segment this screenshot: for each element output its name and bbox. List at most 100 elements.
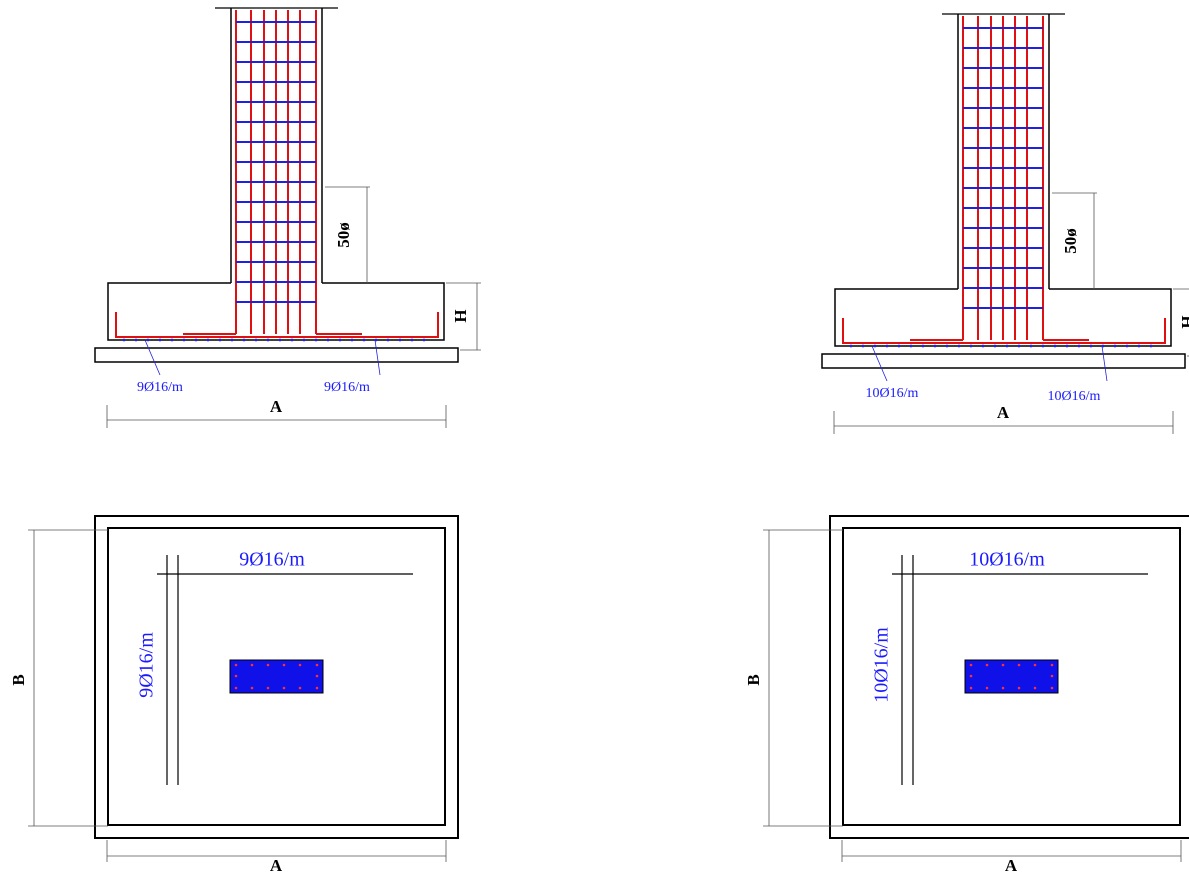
bar-label: 9Ø16/m (137, 380, 183, 395)
width-label: A (997, 403, 1010, 422)
column-bar-dot (315, 674, 319, 678)
column-bar-dot (282, 686, 286, 690)
bar-dot (134, 338, 138, 342)
bar-x-label: 10Ø16/m (969, 549, 1045, 571)
footing-outline (107, 527, 446, 826)
bar-dot (861, 344, 865, 348)
column-bar-dot (969, 674, 973, 678)
column-bar-dot (969, 686, 973, 690)
bar-dot (1041, 344, 1045, 348)
width-label: A (1005, 856, 1018, 875)
column-bar-dot (250, 686, 254, 690)
bar-dot (957, 344, 961, 348)
blinding-outline (829, 515, 1189, 839)
column-bar-dot (315, 663, 319, 667)
bar-dot (158, 338, 162, 342)
bar-y-label: 10Ø16/m (871, 627, 893, 703)
blinding-outline (94, 515, 459, 839)
blinding (821, 353, 1186, 369)
bar-label: 9Ø16/m (324, 380, 370, 395)
bar-dot (1053, 344, 1057, 348)
bar-dot (422, 338, 426, 342)
column-bar-dot (315, 686, 319, 690)
length-label: B (9, 674, 28, 685)
width-label: A (270, 856, 283, 875)
dim-label: 50ø (334, 222, 353, 248)
footing-outline (834, 288, 1172, 347)
column-bar-dot (298, 686, 302, 690)
column-bar-dot (969, 663, 973, 667)
bar-dot (1077, 344, 1081, 348)
column-bar-dot (985, 686, 989, 690)
bar-label: 10Ø16/m (1048, 389, 1101, 404)
bar-dot (266, 338, 270, 342)
bar-label: 10Ø16/m (866, 386, 919, 401)
bottom-bar (115, 312, 439, 338)
column-bar-dot (266, 686, 270, 690)
column-bar-dot (1050, 663, 1054, 667)
bar-dot (326, 338, 330, 342)
column-bar-dot (266, 663, 270, 667)
bar-dot (206, 338, 210, 342)
column-bar-dot (1050, 686, 1054, 690)
column-bar-dot (298, 663, 302, 667)
leader (1101, 345, 1108, 382)
bar-dot (909, 344, 913, 348)
height-label: H (451, 309, 470, 322)
column-bar-dot (234, 663, 238, 667)
leader (144, 339, 161, 376)
bar-dot (993, 344, 997, 348)
leader (871, 345, 888, 382)
bar-dot (1029, 344, 1033, 348)
column-bar-dot (1033, 686, 1037, 690)
dim-label: 50ø (1061, 228, 1080, 254)
column-bar-dot (1001, 663, 1005, 667)
bar-dot (1089, 344, 1093, 348)
bar-dot (1149, 344, 1153, 348)
plan-view: 9Ø16/m 9Ø16/m B A (9, 515, 459, 875)
column-bar-dot (1017, 663, 1021, 667)
bar-dot (873, 344, 877, 348)
bar-dot (410, 338, 414, 342)
bar-dot (314, 338, 318, 342)
bar-dot (945, 344, 949, 348)
bar-dot (254, 338, 258, 342)
footing-outline (842, 527, 1181, 826)
bar-dot (969, 344, 973, 348)
length-label: B (744, 674, 763, 685)
bar-dot (897, 344, 901, 348)
height-label: H (1178, 315, 1189, 328)
bar-dot (1017, 344, 1021, 348)
column-bar-dot (250, 663, 254, 667)
bar-dot (122, 338, 126, 342)
bar-dot (1065, 344, 1069, 348)
bottom-bar (842, 318, 1166, 344)
bar-dot (921, 344, 925, 348)
bar-dot (1005, 344, 1009, 348)
bar-dot (981, 344, 985, 348)
bar-dot (885, 344, 889, 348)
column-bar-dot (234, 686, 238, 690)
bar-dot (338, 338, 342, 342)
column (229, 659, 324, 694)
column-bar-dot (1033, 663, 1037, 667)
bar-y-label: 9Ø16/m (136, 632, 158, 698)
column-bar-dot (985, 663, 989, 667)
bar-dot (302, 338, 306, 342)
bar-dot (1113, 344, 1117, 348)
leader (374, 339, 381, 376)
bar-dot (278, 338, 282, 342)
bar-dot (398, 338, 402, 342)
bar-dot (1125, 344, 1129, 348)
column-bar-dot (1017, 686, 1021, 690)
bar-dot (146, 338, 150, 342)
column (964, 659, 1059, 694)
column-bar-dot (1050, 674, 1054, 678)
bar-dot (362, 338, 366, 342)
section-view: 50ø H 9Ø16/m 9Ø16/m A (94, 7, 481, 428)
bar-dot (194, 338, 198, 342)
bar-dot (170, 338, 174, 342)
bar-dot (218, 338, 222, 342)
column-bar-dot (282, 663, 286, 667)
bar-dot (350, 338, 354, 342)
